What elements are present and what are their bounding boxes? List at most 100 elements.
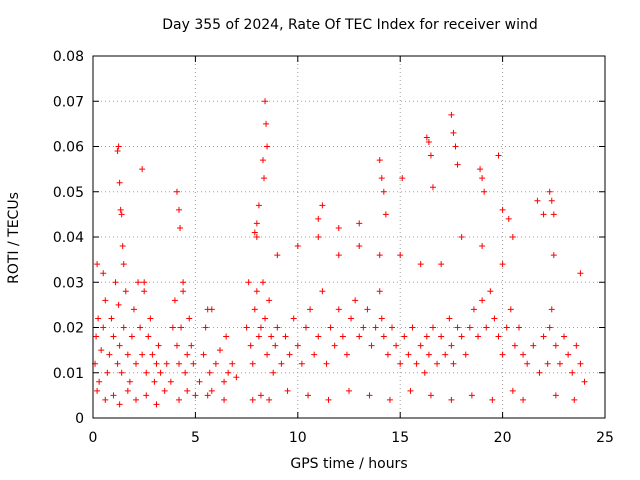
chart-title: Day 355 of 2024, Rate Of TEC Index for r… (162, 17, 538, 33)
data-point (186, 315, 193, 322)
data-point (548, 306, 555, 313)
data-point (417, 261, 424, 268)
data-point (475, 333, 482, 340)
data-point (491, 315, 498, 322)
data-point (133, 360, 140, 367)
data-point (251, 306, 258, 313)
data-point (335, 252, 342, 259)
data-point (294, 243, 301, 250)
data-point (495, 333, 502, 340)
data-point (540, 333, 547, 340)
data-point (243, 324, 250, 331)
data-point (540, 211, 547, 218)
data-point (413, 360, 420, 367)
data-point (257, 324, 264, 331)
data-point (376, 288, 383, 295)
data-point (284, 387, 291, 394)
data-point (448, 111, 455, 118)
data-point (561, 333, 568, 340)
data-point (360, 324, 367, 331)
data-point (274, 252, 281, 259)
data-point (376, 252, 383, 259)
x-tick-label: 15 (391, 430, 409, 446)
data-point (302, 324, 309, 331)
data-point (356, 243, 363, 250)
data-point (393, 342, 400, 349)
data-point (133, 396, 140, 403)
data-point (470, 306, 477, 313)
data-point (509, 387, 516, 394)
data-point (311, 351, 318, 358)
data-point (137, 324, 144, 331)
data-point (253, 288, 260, 295)
data-point (434, 360, 441, 367)
data-point (423, 333, 430, 340)
data-point (429, 184, 436, 191)
data-point (135, 279, 142, 286)
data-point (188, 342, 195, 349)
data-point (139, 166, 146, 173)
data-point (515, 324, 522, 331)
data-point (397, 360, 404, 367)
data-point (335, 306, 342, 313)
data-point (115, 301, 122, 308)
data-point (364, 306, 371, 313)
data-point (407, 387, 414, 394)
data-point (102, 396, 109, 403)
data-point (221, 396, 228, 403)
data-point (153, 360, 160, 367)
data-point (124, 351, 131, 358)
data-point (139, 351, 146, 358)
data-point (251, 229, 258, 236)
data-point (233, 374, 240, 381)
data-point (157, 369, 164, 376)
data-point (262, 315, 269, 322)
data-point (120, 261, 127, 268)
data-point (221, 378, 228, 385)
data-point (325, 396, 332, 403)
data-point (182, 369, 189, 376)
data-point (173, 342, 180, 349)
data-point (94, 387, 101, 394)
data-point (581, 378, 588, 385)
data-point (524, 360, 531, 367)
data-point (141, 288, 148, 295)
data-point (286, 351, 293, 358)
data-point (184, 387, 191, 394)
data-point (495, 152, 502, 159)
data-point (421, 369, 428, 376)
data-point (155, 342, 162, 349)
x-tick-label: 5 (191, 430, 200, 446)
data-point (274, 324, 281, 331)
data-point (546, 324, 553, 331)
data-point (417, 342, 424, 349)
data-point (229, 360, 236, 367)
data-point (507, 306, 514, 313)
data-point (282, 333, 289, 340)
data-point (259, 157, 266, 164)
data-point (530, 342, 537, 349)
y-tick-label: 0.08 (53, 49, 84, 65)
data-point (177, 224, 184, 231)
grid-lines (93, 56, 605, 418)
data-point (117, 206, 124, 213)
data-point (499, 206, 506, 213)
data-point (483, 324, 490, 331)
data-point (450, 129, 457, 136)
data-point (346, 387, 352, 394)
data-point (253, 234, 260, 240)
data-point (378, 175, 385, 182)
data-point (119, 243, 126, 250)
data-point (178, 324, 185, 331)
data-point (546, 188, 553, 195)
data-point (499, 261, 506, 268)
data-point (423, 134, 430, 141)
data-point (356, 220, 363, 227)
data-point (429, 324, 436, 331)
data-point (577, 270, 584, 277)
data-point (176, 360, 183, 367)
x-tick-label: 10 (289, 430, 307, 446)
data-point (116, 342, 123, 349)
data-point (120, 324, 127, 331)
data-point (520, 351, 527, 358)
